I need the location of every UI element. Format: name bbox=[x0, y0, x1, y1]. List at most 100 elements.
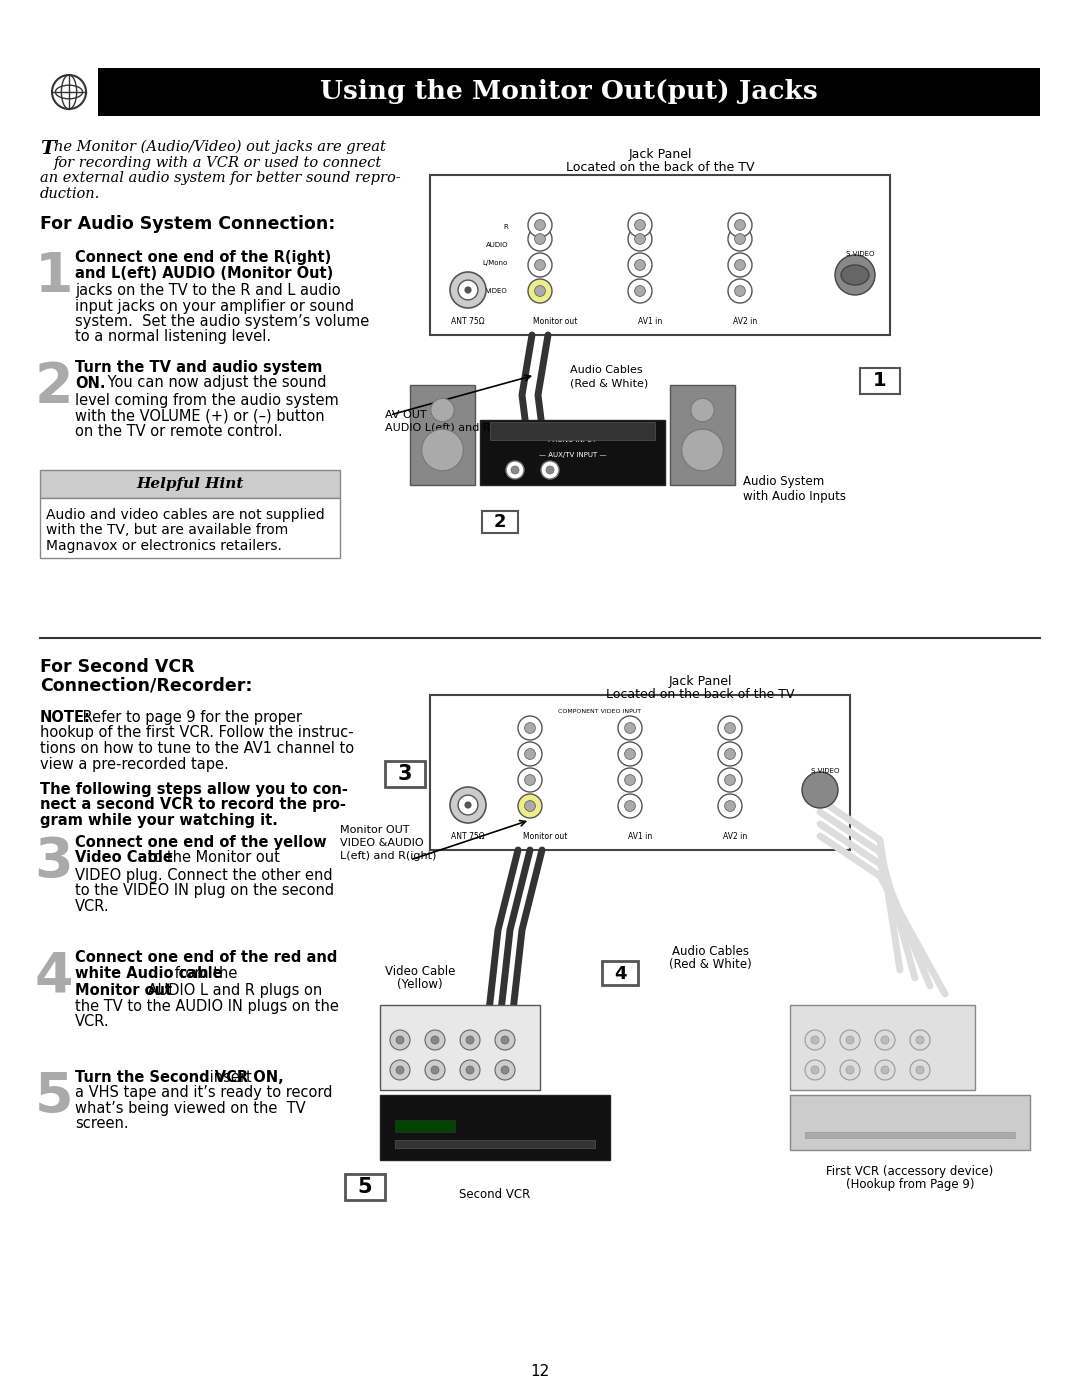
Circle shape bbox=[734, 260, 745, 271]
Text: VIDEO: VIDEO bbox=[486, 288, 508, 293]
Text: Jack Panel: Jack Panel bbox=[629, 148, 692, 161]
Circle shape bbox=[627, 253, 652, 277]
Circle shape bbox=[627, 279, 652, 303]
Circle shape bbox=[805, 1030, 825, 1051]
Circle shape bbox=[627, 226, 652, 251]
Circle shape bbox=[624, 722, 635, 733]
Circle shape bbox=[535, 219, 545, 231]
Circle shape bbox=[426, 1060, 445, 1080]
Circle shape bbox=[624, 774, 635, 785]
Circle shape bbox=[535, 260, 545, 271]
Circle shape bbox=[546, 467, 554, 474]
Circle shape bbox=[725, 774, 735, 785]
Circle shape bbox=[464, 802, 472, 809]
Circle shape bbox=[618, 768, 642, 792]
Text: You can now adjust the sound: You can now adjust the sound bbox=[103, 376, 326, 391]
Ellipse shape bbox=[841, 265, 869, 285]
Text: Helpful Hint: Helpful Hint bbox=[136, 476, 244, 490]
Circle shape bbox=[734, 233, 745, 244]
Text: for recording with a VCR or used to connect: for recording with a VCR or used to conn… bbox=[54, 155, 382, 169]
Text: AV1 in: AV1 in bbox=[638, 317, 662, 326]
Circle shape bbox=[728, 212, 752, 237]
Circle shape bbox=[618, 717, 642, 740]
Text: (Red & White): (Red & White) bbox=[570, 379, 648, 388]
Text: he Monitor (Audio/Video) out jacks are great: he Monitor (Audio/Video) out jacks are g… bbox=[54, 140, 386, 155]
Circle shape bbox=[528, 212, 552, 237]
Text: Audio and video cables are not supplied: Audio and video cables are not supplied bbox=[46, 509, 325, 522]
Circle shape bbox=[458, 795, 477, 814]
Circle shape bbox=[518, 793, 542, 819]
Circle shape bbox=[718, 768, 742, 792]
Circle shape bbox=[734, 285, 745, 296]
Text: S VIDEO: S VIDEO bbox=[811, 768, 839, 774]
Text: jacks on the TV to the R and L audio: jacks on the TV to the R and L audio bbox=[75, 284, 340, 298]
Text: 5: 5 bbox=[35, 1070, 73, 1125]
Text: Located on the back of the TV: Located on the back of the TV bbox=[566, 161, 754, 175]
Text: R: R bbox=[503, 224, 508, 231]
Circle shape bbox=[431, 398, 455, 422]
Circle shape bbox=[635, 233, 646, 244]
Circle shape bbox=[910, 1060, 930, 1080]
Text: to the Monitor out: to the Monitor out bbox=[143, 851, 280, 866]
Text: Connect one end of the red and: Connect one end of the red and bbox=[75, 950, 337, 965]
Text: First VCR (accessory device): First VCR (accessory device) bbox=[826, 1165, 994, 1178]
Text: tions on how to tune to the AV1 channel to: tions on how to tune to the AV1 channel … bbox=[40, 740, 354, 756]
Circle shape bbox=[390, 1060, 410, 1080]
Text: AV1 in: AV1 in bbox=[627, 833, 652, 841]
Text: gram while your watching it.: gram while your watching it. bbox=[40, 813, 278, 828]
Circle shape bbox=[635, 285, 646, 296]
Text: on the TV or remote control.: on the TV or remote control. bbox=[75, 425, 283, 439]
Text: VCR.: VCR. bbox=[75, 900, 110, 914]
Text: Connect one end of the R(ight): Connect one end of the R(ight) bbox=[75, 250, 332, 265]
Circle shape bbox=[910, 1030, 930, 1051]
Text: Monitor OUT: Monitor OUT bbox=[340, 826, 409, 835]
Circle shape bbox=[718, 717, 742, 740]
Circle shape bbox=[840, 1060, 860, 1080]
Text: to a normal listening level.: to a normal listening level. bbox=[75, 330, 271, 345]
Text: AUDIO L and R plugs on: AUDIO L and R plugs on bbox=[143, 983, 322, 997]
Text: AUDIO L(eft) and R(ight): AUDIO L(eft) and R(ight) bbox=[384, 423, 522, 433]
Circle shape bbox=[525, 774, 536, 785]
Circle shape bbox=[627, 212, 652, 237]
Text: with Audio Inputs: with Audio Inputs bbox=[743, 490, 846, 503]
Circle shape bbox=[811, 1037, 819, 1044]
Circle shape bbox=[725, 749, 735, 760]
Text: VIDEO plug. Connect the other end: VIDEO plug. Connect the other end bbox=[75, 868, 333, 883]
Text: Using the Monitor Out(put) Jacks: Using the Monitor Out(put) Jacks bbox=[320, 80, 818, 105]
Circle shape bbox=[518, 717, 542, 740]
Circle shape bbox=[541, 461, 559, 479]
Circle shape bbox=[618, 742, 642, 766]
Circle shape bbox=[535, 285, 545, 296]
Text: (Red & White): (Red & White) bbox=[669, 958, 752, 971]
Bar bbox=[670, 386, 735, 485]
Circle shape bbox=[450, 787, 486, 823]
Text: L/Mono: L/Mono bbox=[483, 260, 508, 265]
Text: AV2 in: AV2 in bbox=[723, 833, 747, 841]
Text: 4: 4 bbox=[35, 950, 73, 1004]
Bar bbox=[789, 1095, 1030, 1150]
Circle shape bbox=[535, 233, 545, 244]
Circle shape bbox=[846, 1066, 854, 1074]
Circle shape bbox=[624, 800, 635, 812]
Circle shape bbox=[528, 253, 552, 277]
Text: For Audio System Connection:: For Audio System Connection: bbox=[40, 215, 336, 233]
Text: Connection/Recorder:: Connection/Recorder: bbox=[40, 676, 253, 694]
Circle shape bbox=[390, 1030, 410, 1051]
Text: NOTE:: NOTE: bbox=[40, 710, 91, 725]
Text: white Audio cable: white Audio cable bbox=[75, 965, 222, 981]
Bar bbox=[410, 386, 475, 485]
Circle shape bbox=[728, 279, 752, 303]
Text: AV2 in: AV2 in bbox=[733, 317, 757, 326]
Circle shape bbox=[465, 1066, 474, 1074]
Bar bbox=[395, 1140, 595, 1148]
Text: what’s being viewed on the  TV: what’s being viewed on the TV bbox=[75, 1101, 306, 1116]
Text: insert: insert bbox=[205, 1070, 252, 1085]
Text: (Hookup from Page 9): (Hookup from Page 9) bbox=[846, 1178, 974, 1192]
Text: T: T bbox=[40, 140, 54, 158]
Text: AV OUT: AV OUT bbox=[384, 409, 427, 420]
Text: Turn the Second VCR ON,: Turn the Second VCR ON, bbox=[75, 1070, 284, 1085]
Circle shape bbox=[495, 1030, 515, 1051]
Text: Audio Cables: Audio Cables bbox=[672, 944, 748, 958]
Circle shape bbox=[881, 1037, 889, 1044]
Circle shape bbox=[875, 1030, 895, 1051]
